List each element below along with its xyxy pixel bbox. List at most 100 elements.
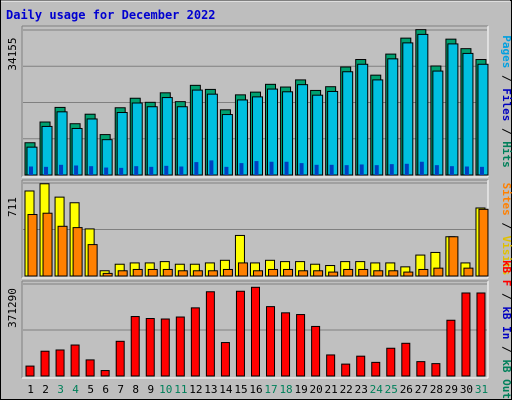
files-bar: [417, 33, 429, 176]
pages-bar: [224, 166, 229, 175]
files-bar: [116, 112, 128, 176]
kbytes-bar: [100, 370, 110, 377]
x-tick-label: 16: [249, 383, 262, 396]
x-tick-label: 11: [174, 383, 187, 396]
pages-bar: [269, 161, 274, 175]
y-max-label: 34155: [6, 37, 19, 70]
pages-bar: [464, 166, 469, 175]
x-tick-label: 19: [294, 383, 307, 396]
sites-bar: [102, 272, 113, 277]
sites-bar: [27, 214, 38, 277]
files-bar: [131, 102, 143, 176]
pages-bar: [239, 163, 244, 175]
pages-bar: [359, 164, 364, 175]
pages-bar: [344, 165, 349, 175]
files-bar: [387, 58, 399, 176]
sites-bar: [222, 268, 233, 277]
legend-entry: kB Out: [500, 359, 512, 399]
sites-bar: [343, 268, 354, 277]
pages-bar: [254, 161, 259, 175]
legend-entry: kB In: [500, 306, 512, 339]
x-tick-label: 8: [132, 383, 139, 396]
x-tick-label: 13: [204, 383, 217, 396]
sites-bar: [57, 225, 68, 277]
sites-bar: [147, 268, 158, 277]
kbytes-bar: [220, 342, 230, 377]
x-tick-label: 21: [325, 383, 338, 396]
x-tick-label: 25: [385, 383, 398, 396]
sites-bar: [117, 270, 128, 277]
pages-bar: [194, 162, 199, 175]
kbytes-bar: [85, 359, 95, 377]
kbytes-bar: [311, 325, 321, 377]
x-tick-label: 31: [475, 383, 488, 396]
sites-bar: [252, 270, 263, 277]
x-tick-labels: 1 2 3 4 5 6 7 8 9 10 11 12 13 14 15 16 17 18 19 20 21 22 23 24 2…: [27, 383, 488, 396]
x-tick-label: 26: [400, 383, 413, 396]
sites-bar: [268, 268, 279, 277]
x-tick-label: 22: [340, 383, 353, 396]
x-tick-label: 14: [219, 383, 233, 396]
x-tick-label: 20: [310, 383, 323, 396]
pages-bar: [29, 166, 33, 175]
panel-kbytes: 371290 kB F / kB In / kB Out: [6, 260, 512, 399]
files-bar: [432, 70, 444, 176]
files-bar: [477, 63, 489, 176]
sites-bar: [373, 270, 384, 277]
files-bar: [221, 114, 233, 176]
pages-bar: [74, 165, 79, 175]
x-tick-label: 5: [87, 383, 94, 396]
kbytes-bar: [115, 340, 125, 377]
x-tick-label: 23: [355, 383, 368, 396]
sites-bar: [42, 212, 53, 277]
kbytes-bar: [235, 290, 245, 377]
sites-bar: [463, 267, 474, 277]
files-bar: [327, 90, 339, 176]
kbytes-bar: [266, 306, 276, 377]
sites-bar: [298, 270, 309, 277]
files-bar: [161, 97, 173, 176]
legend-visits: Sites / Visits: [500, 183, 512, 276]
kbytes-bar: [341, 363, 351, 377]
sites-bar: [478, 208, 489, 277]
files-bar: [357, 63, 369, 176]
pages-bar: [284, 161, 289, 175]
y-max-label: 371290: [6, 288, 19, 328]
x-tick-label: 18: [279, 383, 292, 396]
kbytes-bar: [461, 292, 471, 377]
kbytes-bar: [356, 355, 366, 377]
kbytes-bar: [386, 347, 396, 377]
sites-bar: [433, 267, 444, 277]
kbytes-bar: [130, 316, 140, 377]
legend-hits: Pages / Files / Hits: [500, 35, 512, 168]
kbytes-bar: [371, 361, 381, 377]
kbytes-bar: [145, 318, 155, 377]
pages-bar: [59, 164, 64, 175]
x-tick-label: 29: [445, 383, 458, 396]
pages-bar: [404, 163, 409, 175]
files-bar: [372, 79, 384, 176]
kbytes-bar: [190, 307, 200, 377]
x-tick-label: 3: [57, 383, 64, 396]
kbytes-bar: [55, 349, 65, 377]
legend-entry: Pages: [500, 35, 512, 68]
kbytes-bar: [296, 314, 306, 377]
pages-bar: [374, 165, 379, 175]
x-tick-label: 12: [189, 383, 202, 396]
kbytes-bar: [326, 354, 336, 377]
pages-bar: [119, 167, 124, 175]
x-tick-label: 1: [27, 383, 34, 396]
legend-entry: /: [500, 216, 512, 236]
sites-bar: [132, 268, 143, 277]
x-tick-label: 6: [102, 383, 109, 396]
pages-bar: [299, 163, 304, 175]
pages-bar: [104, 167, 109, 175]
kbytes-bar: [446, 319, 456, 377]
sites-bar: [177, 270, 188, 277]
pages-bar: [434, 165, 439, 175]
sites-bar: [192, 270, 203, 277]
x-tick-label: 4: [72, 383, 79, 396]
pages-bar: [149, 166, 154, 175]
pages-bar: [419, 161, 424, 175]
